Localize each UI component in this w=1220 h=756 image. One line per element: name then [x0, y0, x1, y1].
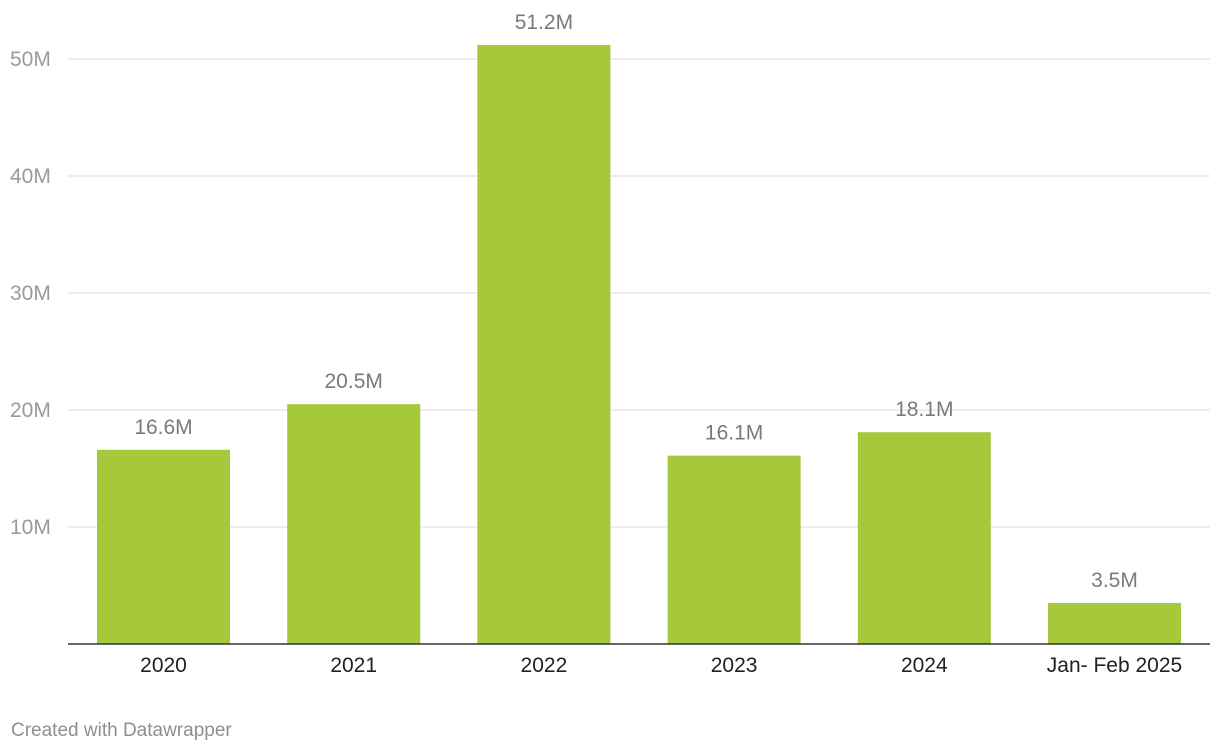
x-axis: 2020 2021 2022 2023 2024 Jan- Feb 2025: [68, 643, 1210, 677]
x-tick-label: 2024: [901, 654, 948, 677]
bar-chart: 10M 20M 30M 40M 50M 16.6M 20.5M 51.2M 16.1M 18.1…: [10, 11, 1210, 677]
x-tick-label: 2022: [521, 654, 568, 677]
bar-2022: [477, 44, 611, 644]
y-tick-label: 40M: [10, 165, 51, 188]
bar-2023: [667, 455, 801, 644]
y-tick-label: 10M: [10, 516, 51, 539]
value-label: 3.5M: [1091, 569, 1138, 592]
bar-2020: [97, 449, 230, 644]
bar-2024: [857, 432, 991, 644]
y-tick-label: 30M: [10, 282, 51, 305]
value-label: 18.1M: [895, 398, 953, 421]
value-label: 16.1M: [705, 422, 763, 445]
bar-jan--feb-2025: [1048, 603, 1181, 644]
y-tick-label: 50M: [10, 48, 51, 71]
x-tick-label: 2020: [140, 654, 187, 677]
gridlines: 10M 20M 30M 40M 50M: [10, 48, 1210, 539]
value-label: 51.2M: [515, 11, 573, 34]
bars: [97, 44, 1181, 644]
value-labels: 16.6M 20.5M 51.2M 16.1M 18.1M 3.5M: [134, 11, 1138, 592]
value-label: 16.6M: [134, 416, 192, 439]
y-tick-label: 20M: [10, 399, 51, 422]
x-tick-label: 2021: [330, 654, 377, 677]
x-tick-label: Jan- Feb 2025: [1047, 654, 1182, 677]
datawrapper-credit: Created with Datawrapper: [11, 720, 232, 741]
bar-2021: [287, 404, 421, 644]
value-label: 20.5M: [325, 370, 383, 393]
x-tick-label: 2023: [711, 654, 758, 677]
